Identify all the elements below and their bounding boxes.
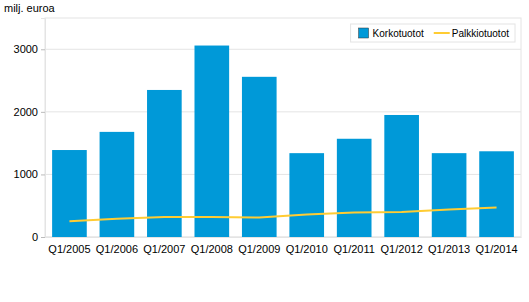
tick-mark xyxy=(41,49,45,50)
tick-label: Q1/2014 xyxy=(475,243,517,255)
axis-line xyxy=(46,237,522,238)
bar xyxy=(384,115,419,237)
bar xyxy=(242,77,277,237)
y-label: milj. euroa xyxy=(4,2,56,14)
legend-label: Palkkiotuotot xyxy=(452,28,509,39)
chart: 0100020003000Q1/2005Q1/2006Q1/2007Q1/200… xyxy=(0,0,529,302)
tick: Q1/2014 xyxy=(475,237,517,255)
tick-mark xyxy=(41,174,45,175)
y-axis: 0 1000 2000 3000 xyxy=(14,19,46,244)
tick: Q1/2006 xyxy=(96,237,138,255)
tick-mark xyxy=(41,112,45,113)
plot-frame xyxy=(45,18,521,237)
marks xyxy=(52,46,514,237)
tick-label: Q1/2006 xyxy=(96,243,138,255)
legend-swatch xyxy=(434,32,450,34)
line xyxy=(69,208,496,222)
tick-label: Q1/2012 xyxy=(381,243,423,255)
tick-mark xyxy=(41,237,45,238)
tick: 0 xyxy=(32,231,45,243)
tick-label: 3000 xyxy=(14,43,38,55)
legend-swatch xyxy=(359,28,369,38)
bar xyxy=(479,151,514,237)
bar xyxy=(337,139,372,237)
tick: Q1/2010 xyxy=(286,237,328,255)
tick: 3000 xyxy=(14,43,45,55)
legend: Korkotuotot Palkkiotuotot xyxy=(351,24,515,42)
grid xyxy=(45,49,521,237)
bar xyxy=(432,153,467,237)
tick-label: Q1/2010 xyxy=(286,243,328,255)
tick: 2000 xyxy=(14,106,45,118)
bar xyxy=(194,46,229,237)
tick: Q1/2013 xyxy=(428,237,470,255)
tick-label: 1000 xyxy=(14,168,38,180)
legend-box xyxy=(351,24,515,42)
tick: Q1/2009 xyxy=(238,237,280,255)
tick-label: Q1/2011 xyxy=(333,243,374,255)
tick-label: Q1/2005 xyxy=(48,243,90,255)
tick: 1000 xyxy=(14,168,45,180)
bar xyxy=(147,90,182,237)
bar xyxy=(52,150,87,237)
grid-line xyxy=(45,49,521,50)
plot: 0100020003000Q1/2005Q1/2006Q1/2007Q1/200… xyxy=(14,18,522,255)
tick: Q1/2011 xyxy=(333,237,374,255)
tick: Q1/2007 xyxy=(143,237,185,255)
bar-series xyxy=(52,46,514,237)
bar xyxy=(289,153,324,237)
tick: Q1/2008 xyxy=(191,237,233,255)
tick-label: 2000 xyxy=(14,106,38,118)
tick-label: Q1/2009 xyxy=(238,243,280,255)
grid-line xyxy=(45,111,521,112)
x-axis: Q1/2005 Q1/2006 Q1/2007 Q1/2008 Q1/2009 Q1/20… xyxy=(46,237,522,255)
tick: Q1/2005 xyxy=(48,237,90,255)
tick-label: Q1/2008 xyxy=(191,243,233,255)
tick-label: Q1/2007 xyxy=(143,243,185,255)
axis-line xyxy=(41,19,46,238)
legend-label: Korkotuotot xyxy=(373,28,424,39)
tick: Q1/2012 xyxy=(381,237,423,255)
tick-label: 0 xyxy=(32,231,38,243)
bar xyxy=(100,132,135,237)
legend-item: Korkotuotot xyxy=(359,28,424,39)
legend-item: Palkkiotuotot xyxy=(434,28,509,39)
tick-label: Q1/2013 xyxy=(428,243,470,255)
